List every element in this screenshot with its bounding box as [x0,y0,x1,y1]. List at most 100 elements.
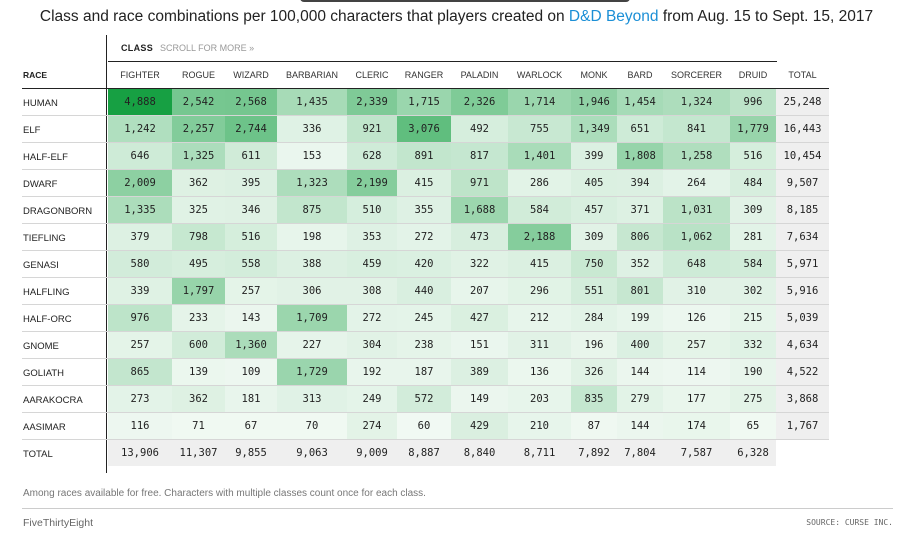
heatmap-cell: 139 [172,359,225,385]
race-label: DRAGONBORN [23,206,93,217]
heatmap-cell: 399 [571,143,617,169]
heatmap-cell: 70 [277,413,347,439]
race-label: HUMAN [23,98,58,109]
heatmap-cell: 427 [451,305,508,331]
row-separator [22,250,829,251]
heatmap-cell: 309 [571,224,617,250]
heatmap-cell: 192 [347,359,397,385]
row-separator [22,223,829,224]
race-label: TIEFLING [23,233,66,244]
race-label: GENASI [23,260,59,271]
heatmap-cell: 212 [508,305,571,331]
row-separator [22,115,829,116]
column-total-cell: 8,711 [508,440,571,466]
race-label: HALFLING [23,287,70,298]
column-total-cell: 9,855 [225,440,277,466]
row-total-cell: 8,185 [776,197,829,223]
column-total-cell: 8,887 [397,440,451,466]
heatmap-cell: 304 [347,332,397,358]
column-header-barbarian: BARBARIAN [285,70,338,80]
heatmap-cell: 325 [172,197,225,223]
heatmap-cell: 584 [508,197,571,223]
heatmap-cell: 339 [108,278,172,304]
heatmap-cell: 143 [225,305,277,331]
heatmap-cell: 459 [347,251,397,277]
heatmap-cell: 210 [508,413,571,439]
heatmap-cell: 238 [397,332,451,358]
race-label: ELF [23,125,41,136]
row-total-cell: 7,634 [776,224,829,250]
heatmap-cell: 153 [277,143,347,169]
column-total-cell: 9,063 [277,440,347,466]
heatmap-cell: 388 [277,251,347,277]
heatmap-cell: 875 [277,197,347,223]
heatmap-cell: 257 [663,332,730,358]
row-separator [22,277,829,278]
heatmap-cell: 279 [617,386,663,412]
heatmap-cell: 4,888 [108,89,172,115]
column-header-cleric: CLERIC [355,70,389,80]
heatmap-cell: 87 [571,413,617,439]
heatmap-cell: 646 [108,143,172,169]
subtitle: Class and race combinations per 100,000 … [0,8,913,26]
heatmap-cell: 2,542 [172,89,225,115]
heatmap-cell: 1,709 [277,305,347,331]
heatmap-cell: 306 [277,278,347,304]
heatmap-cell: 1,946 [571,89,617,115]
row-separator [22,385,829,386]
heatmap-cell: 207 [451,278,508,304]
table-row: TIEFLING 379 798 516 198 353 272 473 2,188 309 806… [22,224,829,251]
heatmap-cell: 233 [172,305,225,331]
heatmap-cell: 308 [347,278,397,304]
table-row: ELF 1,242 2,257 2,744 336 921 3,076 492 755 1,349… [22,116,829,143]
heatmap-cell: 2,339 [347,89,397,115]
heatmap-cell: 227 [277,332,347,358]
heatmap-cell: 215 [730,305,776,331]
source-label: SOURCE: CURSE INC. [806,518,893,527]
column-header-rogue: ROGUE [181,70,215,80]
heatmap-cell: 114 [663,359,730,385]
column-header-paladin: PALADIN [460,70,499,80]
heatmap-cell: 865 [108,359,172,385]
heatmap-cell: 249 [347,386,397,412]
heatmap-cell: 296 [508,278,571,304]
heatmap-cell: 67 [225,413,277,439]
column-header-ranger: RANGER [404,70,444,80]
heatmap-cell: 2,326 [451,89,508,115]
heatmap-cell: 355 [397,197,451,223]
heatmap-cell: 891 [397,143,451,169]
heatmap-cell: 2,009 [108,170,172,196]
heatmap-cell: 572 [397,386,451,412]
heatmap-cell: 174 [663,413,730,439]
heatmap-cell: 177 [663,386,730,412]
heatmap-cell: 516 [225,224,277,250]
column-total-cell: 7,892 [571,440,617,466]
heatmap-cell: 921 [347,116,397,142]
heatmap-cell: 116 [108,413,172,439]
table-row: DWARF 2,009 362 395 1,323 2,199 415 971 286 405 39… [22,170,829,197]
heatmap-cell: 257 [108,332,172,358]
heatmap-cell: 109 [225,359,277,385]
heatmap-cell: 136 [508,359,571,385]
race-label: GNOME [23,341,59,352]
heatmap-cell: 558 [225,251,277,277]
heatmap-cell: 1,401 [508,143,571,169]
scroll-hint[interactable]: SCROLL FOR MORE » [160,43,255,53]
heatmap-cell: 362 [172,170,225,196]
table-row: HALF-ELF 646 1,325 611 153 628 891 817 1,401 399 1… [22,143,829,170]
heatmap-cell: 440 [397,278,451,304]
heatmap-cell: 71 [172,413,225,439]
row-separator [22,412,829,413]
heatmap-cell: 1,242 [108,116,172,142]
column-total-cell: 7,804 [617,440,663,466]
heatmap-cell: 495 [172,251,225,277]
heatmap-cell: 584 [730,251,776,277]
heatmap-cell: 400 [617,332,663,358]
heatmap-cell: 976 [108,305,172,331]
dnd-beyond-link[interactable]: D&D Beyond [568,8,659,25]
row-separator [22,304,829,305]
heatmap-cell: 1,323 [277,170,347,196]
heatmap-cell: 841 [663,116,730,142]
heatmap-cell: 996 [730,89,776,115]
heatmap-cell: 60 [397,413,451,439]
